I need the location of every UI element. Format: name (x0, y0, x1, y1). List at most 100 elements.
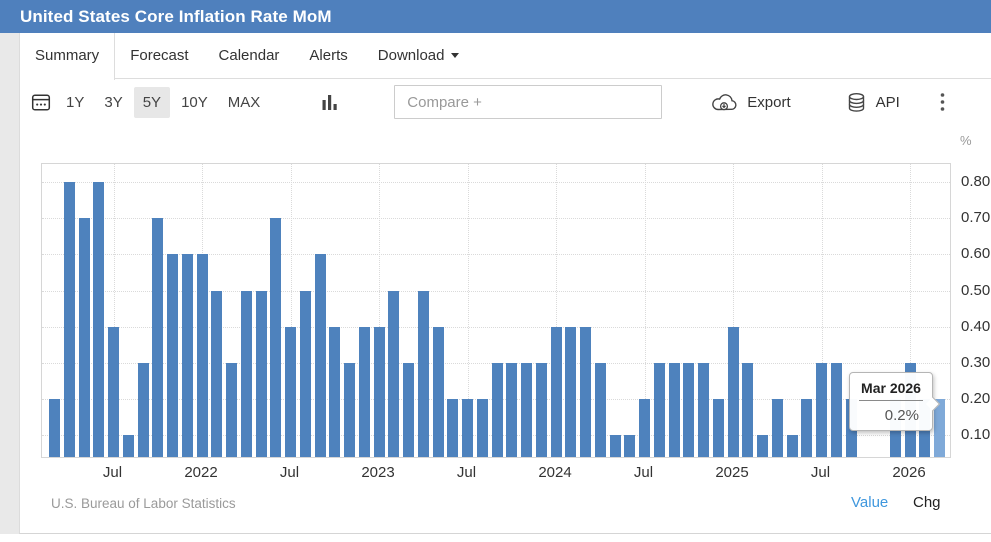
v-gridline (644, 164, 646, 457)
y-tick-label: 0.80 (961, 173, 991, 191)
bar-apr-2024[interactable] (594, 362, 606, 457)
range-button-max[interactable]: MAX (227, 93, 261, 111)
bar-jan-2024[interactable] (550, 326, 562, 457)
cloud-download-icon (712, 93, 737, 110)
tab-download[interactable]: Download (363, 33, 475, 79)
bar-may-2024[interactable] (609, 435, 621, 457)
database-icon (848, 92, 864, 112)
bar-oct-2024[interactable] (683, 362, 695, 457)
bar-aug-2023[interactable] (476, 399, 488, 457)
bar-jun-2021[interactable] (93, 182, 105, 457)
bar-jun-2024[interactable] (624, 435, 636, 457)
bar-dec-2023[interactable] (535, 362, 547, 457)
calendar-icon[interactable] (31, 92, 51, 112)
x-tick-label: Jul (633, 464, 654, 481)
bar-sep-2023[interactable] (491, 362, 503, 457)
bar-feb-2023[interactable] (388, 290, 400, 457)
bar-nov-2024[interactable] (698, 362, 709, 457)
bar-nov-2022[interactable] (344, 362, 355, 457)
bar-chart-icon[interactable] (322, 93, 338, 111)
bar-jan-2025[interactable] (727, 326, 739, 457)
tab-bar: Summary Forecast Calendar Alerts Download (20, 33, 991, 80)
v-gridline (556, 164, 557, 457)
v-gridline (910, 164, 911, 457)
api-button[interactable]: API (846, 92, 900, 113)
v-gridline (290, 164, 292, 457)
bar-mar-2023[interactable] (403, 362, 414, 457)
bar-feb-2025[interactable] (742, 362, 754, 457)
bar-mar-2021[interactable] (49, 399, 60, 457)
page-gutter (0, 33, 19, 534)
bar-jun-2022[interactable] (270, 218, 282, 457)
x-tick-label: 2022 (184, 464, 218, 481)
bar-nov-2021[interactable] (167, 254, 178, 457)
bar-oct-2022[interactable] (329, 326, 341, 457)
tab-calendar[interactable]: Calendar (218, 47, 280, 64)
bar-may-2023[interactable] (432, 326, 444, 457)
bar-aug-2024[interactable] (653, 362, 665, 457)
bar-mar-2025[interactable] (757, 435, 768, 457)
bar-aug-2021[interactable] (122, 435, 134, 457)
bar-oct-2023[interactable] (506, 362, 518, 457)
compare-input[interactable] (394, 85, 663, 119)
y-tick-label: 0.40 (961, 317, 991, 335)
x-tick-label: 2023 (361, 464, 395, 481)
bar-mar-2026[interactable] (934, 399, 945, 457)
range-button-3y[interactable]: 3Y (104, 93, 123, 111)
v-gridline (113, 164, 115, 457)
v-gridline (821, 164, 823, 457)
h-gridline (42, 326, 950, 328)
bar-feb-2022[interactable] (211, 290, 223, 457)
h-gridline (42, 182, 950, 184)
bar-jun-2023[interactable] (447, 399, 459, 457)
bar-jul-2025[interactable] (816, 362, 827, 457)
bar-jan-2023[interactable] (373, 326, 385, 457)
x-tick-label: Jul (102, 464, 123, 481)
bar-apr-2022[interactable] (240, 290, 252, 457)
tab-alerts[interactable]: Alerts (309, 47, 348, 64)
bar-jun-2025[interactable] (801, 399, 813, 457)
value-toggle[interactable]: Value (851, 494, 889, 511)
y-tick-label: 0.20 (961, 390, 991, 408)
bar-aug-2022[interactable] (299, 290, 311, 457)
bar-dec-2024[interactable] (712, 399, 724, 457)
bar-jul-2023[interactable] (462, 399, 473, 457)
plot-area[interactable] (41, 163, 951, 458)
export-label: Export (747, 93, 791, 111)
bar-jul-2021[interactable] (108, 326, 119, 457)
bar-aug-2025[interactable] (830, 362, 842, 457)
export-button[interactable]: Export (711, 93, 791, 112)
kebab-menu-icon[interactable] (940, 92, 945, 112)
bar-sep-2021[interactable] (137, 362, 149, 457)
v-gridline (467, 164, 469, 457)
range-button-1y[interactable]: 1Y (66, 93, 85, 111)
bar-apr-2023[interactable] (417, 290, 429, 457)
bar-sep-2022[interactable] (314, 254, 326, 457)
api-label: API (875, 93, 900, 111)
range-button-10y[interactable]: 10Y (181, 93, 208, 111)
bar-jul-2022[interactable] (285, 326, 296, 457)
bar-dec-2021[interactable] (181, 254, 193, 457)
bar-mar-2022[interactable] (226, 362, 237, 457)
bar-may-2022[interactable] (255, 290, 267, 457)
bar-jan-2022[interactable] (196, 254, 208, 457)
tab-forecast[interactable]: Forecast (130, 47, 189, 64)
bar-feb-2024[interactable] (565, 326, 577, 457)
bar-oct-2021[interactable] (152, 218, 164, 457)
bar-dec-2022[interactable] (358, 326, 370, 457)
bar-jul-2024[interactable] (639, 399, 650, 457)
y-tick-label: 0.30 (961, 353, 991, 371)
tab-summary[interactable]: Summary (20, 33, 116, 80)
bar-may-2025[interactable] (786, 435, 798, 457)
bar-apr-2021[interactable] (63, 182, 75, 457)
chg-toggle[interactable]: Chg (913, 494, 941, 511)
bar-nov-2023[interactable] (521, 362, 532, 457)
x-tick-label: 2025 (715, 464, 749, 481)
bar-may-2021[interactable] (78, 218, 90, 457)
bar-mar-2024[interactable] (580, 326, 591, 457)
bar-apr-2025[interactable] (771, 399, 783, 457)
range-button-5y[interactable]: 5Y (133, 86, 171, 118)
h-gridline (42, 218, 950, 220)
bar-sep-2024[interactable] (668, 362, 680, 457)
chart-toolbar: 1Y 3Y 5Y 10Y MAX Export (20, 80, 991, 124)
